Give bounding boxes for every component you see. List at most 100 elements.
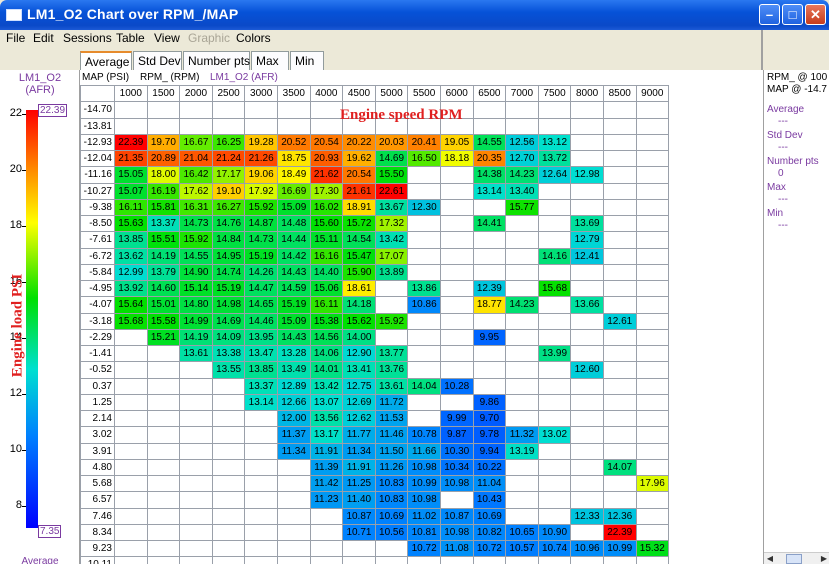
heatmap-cell[interactable]: 16.11	[114, 198, 148, 217]
heatmap-cell[interactable]	[211, 393, 246, 412]
heatmap-cell[interactable]: 17.07	[374, 247, 409, 265]
heatmap-cell[interactable]: 9.78	[472, 426, 507, 444]
heatmap-cell[interactable]	[537, 182, 572, 200]
heatmap-cell[interactable]	[276, 539, 311, 558]
heatmap-cell[interactable]	[635, 231, 670, 249]
heatmap-cell[interactable]	[635, 442, 670, 460]
heatmap-cell[interactable]: 14.38	[472, 166, 507, 184]
heatmap-cell[interactable]: 15.63	[114, 214, 148, 233]
heatmap-cell[interactable]	[114, 101, 148, 119]
heatmap-cell[interactable]	[537, 442, 572, 460]
heatmap-cell[interactable]	[439, 166, 474, 184]
heatmap-cell[interactable]	[439, 198, 474, 217]
heatmap-cell[interactable]	[407, 166, 441, 184]
heatmap-cell[interactable]: 19.28	[244, 133, 278, 152]
heatmap-cell[interactable]	[602, 442, 637, 460]
heatmap-cell[interactable]: 10.99	[602, 539, 637, 558]
heatmap-cell[interactable]: 13.95	[244, 328, 278, 347]
heatmap-cell[interactable]: 11.37	[276, 426, 311, 444]
heatmap-cell[interactable]	[309, 539, 344, 558]
heatmap-cell[interactable]	[342, 539, 376, 558]
heatmap-cell[interactable]	[602, 426, 637, 444]
heatmap-cell[interactable]	[537, 101, 572, 119]
heatmap-cell[interactable]: 13.89	[374, 263, 409, 282]
heatmap-cell[interactable]	[635, 247, 670, 265]
heatmap-cell[interactable]: 19.70	[146, 133, 181, 152]
heatmap-cell[interactable]: 15.09	[276, 198, 311, 217]
heatmap-cell[interactable]	[244, 426, 278, 444]
heatmap-cell[interactable]	[635, 523, 670, 542]
heatmap-cell[interactable]	[635, 491, 670, 509]
heatmap-cell[interactable]	[570, 328, 604, 347]
heatmap-cell[interactable]: 10.22	[472, 458, 507, 477]
heatmap-cell[interactable]: 13.66	[570, 296, 604, 314]
heatmap-cell[interactable]	[374, 556, 409, 564]
heatmap-cell[interactable]	[407, 247, 441, 265]
heatmap-cell[interactable]: 12.69	[342, 393, 376, 412]
heatmap-cell[interactable]: 22.39	[114, 133, 148, 152]
heatmap-cell[interactable]: 15.47	[342, 247, 376, 265]
heatmap-cell[interactable]	[114, 117, 148, 135]
heatmap-cell[interactable]: 15.01	[146, 296, 181, 314]
heatmap-cell[interactable]: 18.49	[276, 166, 311, 184]
heatmap-cell[interactable]: 15.51	[146, 231, 181, 249]
heatmap-cell[interactable]: 14.84	[211, 231, 246, 249]
heatmap-cell[interactable]	[635, 198, 670, 217]
heatmap-cell[interactable]	[537, 556, 572, 564]
heatmap-cell[interactable]: 14.90	[179, 263, 213, 282]
heatmap-cell[interactable]: 13.62	[114, 247, 148, 265]
scroll-left-icon[interactable]: ◀	[766, 554, 774, 563]
heatmap-cell[interactable]: 14.26	[244, 263, 278, 282]
heatmap-cell[interactable]: 15.92	[374, 312, 409, 330]
heatmap-cell[interactable]	[342, 556, 376, 564]
heatmap-cell[interactable]	[439, 328, 474, 347]
heatmap-cell[interactable]: 16.67	[179, 133, 213, 152]
heatmap-cell[interactable]: 10.69	[472, 507, 507, 525]
heatmap-cell[interactable]: 14.76	[211, 214, 246, 233]
heatmap-cell[interactable]	[570, 393, 604, 412]
heatmap-cell[interactable]: 9.94	[472, 442, 507, 460]
heatmap-cell[interactable]	[635, 296, 670, 314]
heatmap-cell[interactable]	[244, 556, 278, 564]
heatmap-cell[interactable]: 14.73	[244, 231, 278, 249]
heatmap-cell[interactable]	[146, 458, 181, 477]
heatmap-cell[interactable]	[505, 507, 539, 525]
heatmap-cell[interactable]: 14.44	[276, 231, 311, 249]
heatmap-cell[interactable]	[602, 117, 637, 135]
heatmap-cell[interactable]: 14.95	[211, 247, 246, 265]
heatmap-cell[interactable]: 14.55	[179, 247, 213, 265]
heatmap-cell[interactable]: 10.99	[407, 474, 441, 493]
heatmap-cell[interactable]	[244, 409, 278, 428]
heatmap-cell[interactable]	[276, 556, 311, 564]
heatmap-cell[interactable]: 22.39	[602, 523, 637, 542]
heatmap-cell[interactable]: 16.27	[211, 198, 246, 217]
heatmap-cell[interactable]	[374, 328, 409, 347]
heatmap-cell[interactable]: 14.60	[146, 279, 181, 298]
heatmap-cell[interactable]: 15.19	[211, 279, 246, 298]
heatmap-cell[interactable]	[211, 101, 246, 119]
heatmap-cell[interactable]: 15.64	[114, 296, 148, 314]
heatmap-cell[interactable]: 13.85	[114, 231, 148, 249]
heatmap-cell[interactable]	[309, 507, 344, 525]
heatmap-cell[interactable]: 16.31	[179, 198, 213, 217]
heatmap-cell[interactable]: 12.39	[472, 279, 507, 298]
heatmap-cell[interactable]	[537, 409, 572, 428]
heatmap-cell[interactable]: 15.06	[309, 279, 344, 298]
heatmap-cell[interactable]	[505, 474, 539, 493]
heatmap-cell[interactable]	[505, 458, 539, 477]
heatmap-cell[interactable]	[276, 117, 311, 135]
heatmap-cell[interactable]	[537, 491, 572, 509]
heatmap-cell[interactable]: 18.61	[342, 279, 376, 298]
heatmap-cell[interactable]: 15.77	[505, 198, 539, 217]
heatmap-cell[interactable]: 14.23	[505, 296, 539, 314]
heatmap-cell[interactable]	[114, 328, 148, 347]
heatmap-cell[interactable]: 14.87	[244, 214, 278, 233]
heatmap-cell[interactable]	[570, 377, 604, 395]
heatmap-cell[interactable]: 13.42	[374, 231, 409, 249]
heatmap-cell[interactable]: 10.98	[407, 458, 441, 477]
heatmap-cell[interactable]	[570, 556, 604, 564]
heatmap-cell[interactable]: 12.30	[407, 198, 441, 217]
heatmap-cell[interactable]: 10.71	[342, 523, 376, 542]
heatmap-cell[interactable]	[472, 556, 507, 564]
heatmap-cell[interactable]: 21.62	[309, 166, 344, 184]
